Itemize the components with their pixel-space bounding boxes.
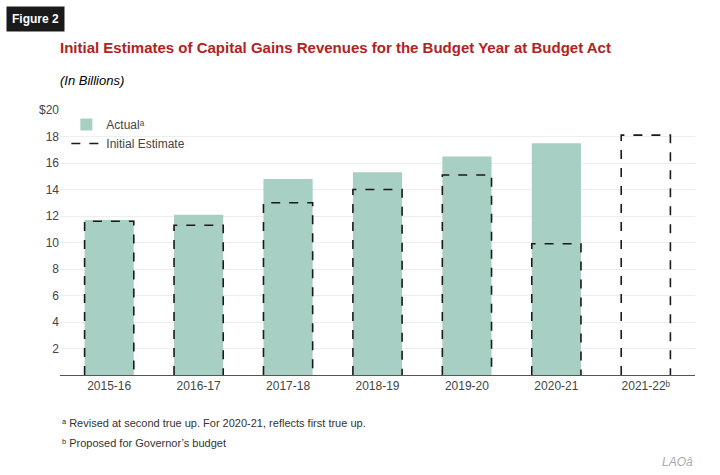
svg-text:Figure 2: Figure 2: [12, 12, 59, 26]
svg-text:2016-17: 2016-17: [177, 379, 221, 393]
svg-text:2019-20: 2019-20: [445, 379, 489, 393]
svg-text:(In Billions): (In Billions): [60, 73, 124, 88]
svg-text:2017-18: 2017-18: [266, 379, 310, 393]
svg-text:Initial Estimate: Initial Estimate: [106, 137, 184, 151]
svg-text:2021-22ᵇ: 2021-22ᵇ: [622, 379, 671, 393]
svg-text:ᵇ Proposed for Governor’s budg: ᵇ Proposed for Governor’s budget: [62, 437, 226, 449]
svg-text:8: 8: [52, 262, 59, 276]
svg-text:2015-16: 2015-16: [87, 379, 131, 393]
svg-text:10: 10: [46, 236, 60, 250]
svg-text:2020-21: 2020-21: [534, 379, 578, 393]
svg-text:12: 12: [46, 209, 60, 223]
svg-text:2: 2: [52, 342, 59, 356]
svg-text:ᵃ Revised at second true up. F: ᵃ Revised at second true up. For 2020-21…: [62, 417, 366, 429]
svg-text:LAOâ: LAOâ: [662, 455, 693, 469]
svg-text:2018-19: 2018-19: [355, 379, 399, 393]
svg-text:4: 4: [52, 315, 59, 329]
svg-text:16: 16: [46, 156, 60, 170]
svg-text:6: 6: [52, 289, 59, 303]
svg-text:18: 18: [46, 130, 60, 144]
svg-text:Initial Estimates of Capital G: Initial Estimates of Capital Gains Reven…: [60, 39, 611, 56]
svg-text:Actualᵃ: Actualᵃ: [106, 118, 144, 132]
svg-text:14: 14: [46, 183, 60, 197]
svg-text:$20: $20: [39, 103, 59, 117]
